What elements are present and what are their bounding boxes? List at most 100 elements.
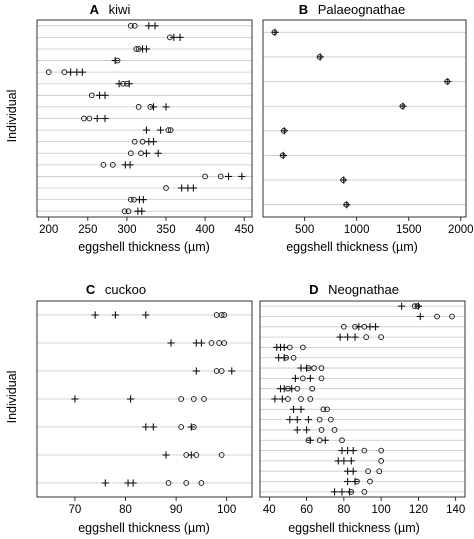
plus-point [349, 446, 357, 455]
x-tick-label: 300 [117, 224, 136, 236]
plus-point [306, 436, 314, 444]
panel-b-xlabel: eggshell thickness (µm) [286, 240, 418, 254]
plus-point [398, 302, 406, 310]
plus-point [288, 385, 296, 393]
plus-point [271, 395, 279, 403]
circle-point [300, 375, 306, 382]
x-tick-label: 80 [119, 504, 132, 516]
x-tick-label: 1000 [344, 224, 370, 236]
circle-point [100, 162, 107, 168]
plus-point [371, 323, 380, 331]
plus-point [349, 467, 357, 475]
circle-point [61, 69, 68, 75]
plus-point [71, 395, 79, 403]
circle-point [165, 127, 172, 133]
circle-point [201, 396, 207, 402]
circle-point [121, 208, 128, 215]
svg-text:A kiwi: A kiwi [90, 2, 131, 17]
plus-point [444, 77, 452, 86]
circle-point [198, 480, 205, 486]
circle-point [378, 458, 384, 464]
circle-point [363, 334, 370, 340]
circle-point [298, 396, 304, 402]
circle-point [367, 478, 373, 485]
circle-point [339, 437, 345, 444]
plus-point [414, 302, 423, 310]
panel-a-frame [36, 19, 253, 218]
plus-point [291, 374, 300, 382]
plus-point [187, 423, 195, 431]
circle-point [434, 313, 440, 320]
circle-point [316, 416, 323, 423]
plus-point [125, 80, 133, 88]
circle-point [378, 334, 384, 340]
circle-point [86, 115, 93, 122]
circle-point [221, 312, 228, 318]
x-tick-label: 60 [300, 504, 313, 516]
plus-point [347, 457, 355, 465]
x-tick-label: 100 [372, 504, 391, 516]
panel-c-title-text: cuckoo [105, 282, 146, 297]
panel-d-title-text: Neognathae [328, 282, 399, 297]
plus-point [145, 22, 153, 30]
plus-point [228, 367, 236, 375]
x-tick-label: 250 [78, 224, 97, 236]
plus-point [162, 103, 170, 111]
plus-point [340, 457, 348, 465]
plus-point [224, 172, 233, 181]
circle-point [218, 312, 225, 318]
plus-point [115, 80, 123, 88]
circle-point [217, 173, 224, 180]
circle-point [318, 375, 325, 382]
plus-point [170, 33, 178, 41]
plus-point [280, 385, 288, 393]
circle-point [127, 150, 134, 157]
svg-text:D Neognathae: D Neognathae [309, 282, 399, 297]
svg-text:B Palaeognathae: B Palaeognathae [299, 2, 406, 17]
circle-point [139, 138, 146, 145]
panel-a-plot: 200 250 300 350 400 450 [36, 19, 254, 236]
circle-point [218, 452, 225, 458]
circle-point [361, 447, 368, 454]
plus-point [142, 126, 151, 134]
circle-point [88, 92, 95, 99]
plus-point [280, 354, 288, 362]
plus-point [189, 184, 197, 192]
panel-b-frame [262, 19, 467, 218]
plus-point [138, 207, 146, 215]
circle-point [135, 104, 142, 110]
plus-point [271, 28, 279, 36]
circle-point [167, 127, 174, 133]
circle-point [109, 162, 116, 168]
plus-point [126, 161, 134, 169]
circle-point [125, 208, 132, 215]
plus-point [336, 333, 344, 341]
plus-point [343, 477, 352, 486]
plus-point [316, 53, 324, 61]
circle-point [202, 173, 208, 180]
panel-c-letter: C [86, 282, 96, 297]
panel-c-title: C cuckoo [86, 282, 146, 297]
plus-point [345, 488, 354, 496]
plus-point [142, 423, 150, 431]
plus-point [67, 68, 75, 76]
plus-point [151, 22, 159, 30]
plus-point [101, 114, 109, 123]
plus-point [149, 423, 157, 431]
plus-point [142, 149, 151, 157]
panel-d-title: D Neognathae [309, 282, 399, 297]
x-tick-label: 200 [39, 224, 58, 236]
panel-b-letter: B [299, 2, 308, 17]
plus-point [289, 405, 298, 413]
x-tick-label: 70 [69, 504, 82, 516]
panel-b-plot: 500 1000 1500 2000 [262, 19, 474, 236]
plus-point [302, 426, 311, 434]
circle-point [178, 424, 185, 430]
plus-point [78, 68, 86, 76]
plus-point [416, 312, 424, 321]
circle-point [190, 396, 197, 402]
plus-point [197, 339, 206, 347]
x-tick-label: 1500 [396, 224, 422, 236]
x-tick-label: 90 [170, 504, 183, 516]
circle-point [449, 313, 455, 320]
